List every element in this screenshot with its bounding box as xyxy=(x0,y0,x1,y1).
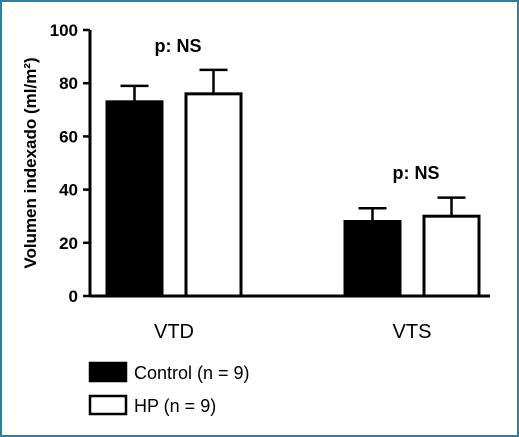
x-tick-label: VTS xyxy=(393,321,432,343)
bar-vtd-hp xyxy=(184,92,243,298)
legend-swatch-control xyxy=(88,361,128,383)
labels: Volumen indexado (ml/m²) VTD VTS p: NS p: N… xyxy=(21,36,440,343)
legend-label-control: Control (n = 9) xyxy=(134,363,250,383)
y-axis-label: Volumen indexado (ml/m²) xyxy=(21,57,40,268)
significance-annotation: p: NS xyxy=(155,36,202,56)
bars xyxy=(105,68,481,298)
y-tick-label: 0 xyxy=(69,287,78,306)
y-tick-label: 40 xyxy=(59,181,78,200)
bar-vtd-control xyxy=(105,100,164,298)
legend: Control (n = 9) HP (n = 9) xyxy=(88,361,250,416)
legend-label-hp: HP (n = 9) xyxy=(134,396,216,416)
bar-vts-control xyxy=(343,220,402,298)
y-tick-label: 20 xyxy=(59,234,78,253)
y-tick-label: 100 xyxy=(50,21,78,40)
y-tick-label: 60 xyxy=(59,127,78,146)
significance-annotation: p: NS xyxy=(393,163,440,183)
bar-vts-hp xyxy=(422,214,481,298)
legend-swatch-hp xyxy=(88,394,128,416)
y-tick-label: 80 xyxy=(59,74,78,93)
x-tick-label: VTD xyxy=(154,321,194,343)
